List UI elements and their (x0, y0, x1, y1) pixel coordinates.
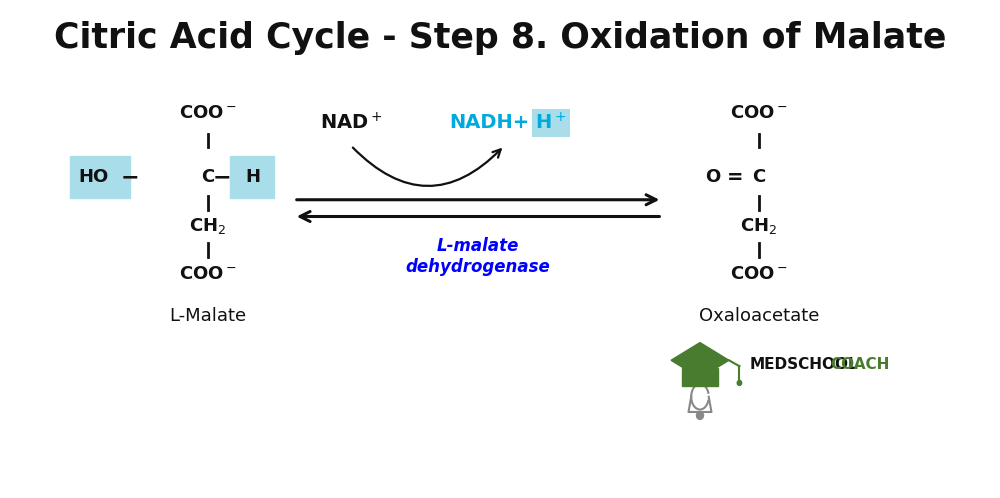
Text: −: − (121, 167, 139, 187)
Text: COO$^-$: COO$^-$ (730, 104, 788, 122)
Text: C: C (752, 168, 765, 186)
Text: NADH+: NADH+ (449, 114, 530, 132)
Text: CH$_2$: CH$_2$ (189, 216, 227, 237)
Polygon shape (671, 343, 729, 378)
Text: COO$^-$: COO$^-$ (730, 264, 788, 283)
Text: H: H (245, 168, 260, 186)
Text: CH$_2$: CH$_2$ (740, 216, 777, 237)
Circle shape (696, 411, 703, 419)
Text: =: = (727, 168, 743, 187)
Bar (230, 156, 274, 198)
Text: L-Malate: L-Malate (169, 307, 246, 325)
Text: HO: HO (78, 168, 108, 186)
Text: C: C (201, 168, 215, 186)
Text: O: O (706, 168, 721, 186)
Text: Oxaloacetate: Oxaloacetate (699, 307, 819, 325)
Circle shape (737, 380, 742, 385)
Text: MEDSCHOOL: MEDSCHOOL (750, 357, 859, 372)
Text: COACH: COACH (831, 357, 890, 372)
FancyArrowPatch shape (353, 147, 501, 186)
Text: H$^+$: H$^+$ (535, 112, 566, 133)
Text: NAD$^+$: NAD$^+$ (320, 112, 382, 133)
Text: COO$^-$: COO$^-$ (179, 104, 237, 122)
Text: COO$^-$: COO$^-$ (179, 264, 237, 283)
Text: −: − (213, 167, 231, 187)
Bar (70, 156, 130, 198)
Text: Citric Acid Cycle - Step 8. Oxidation of Malate: Citric Acid Cycle - Step 8. Oxidation of… (54, 20, 946, 54)
Text: L-malate
dehydrogenase: L-malate dehydrogenase (406, 237, 550, 276)
Bar (682, 368, 718, 386)
